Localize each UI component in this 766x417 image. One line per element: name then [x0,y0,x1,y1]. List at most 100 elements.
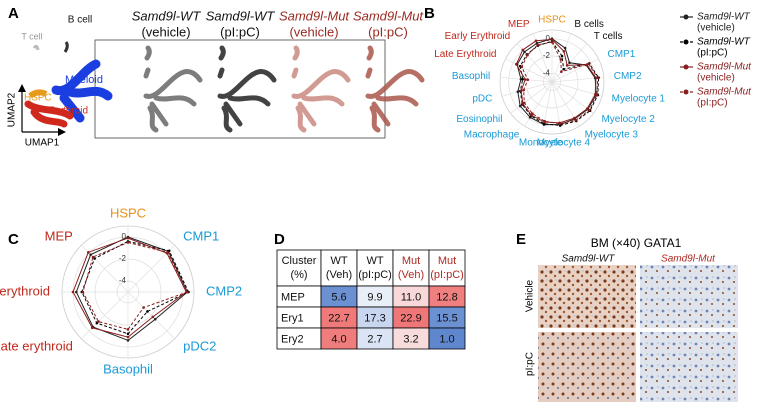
radar-point [519,89,523,93]
radar-point [588,108,591,112]
radar-point [559,58,563,61]
ihc-image [538,265,636,328]
radar-tick-label: 0 [546,34,551,43]
radar-point [87,251,90,254]
radar-category: Myelocyte 1 [612,94,666,105]
radar-category: HSPC [110,205,146,220]
table-header: WT [366,255,383,267]
radar-tick-label: -2 [119,254,127,263]
radar-point [558,122,562,126]
table-value: 22.7 [328,312,349,324]
axis-label: UMAP1 [25,138,60,149]
radar-category: Eosinophil [456,114,502,125]
cell-label: T cell [21,31,42,41]
radar-point [520,65,524,69]
legend-dot [683,14,689,20]
radar-point [562,49,566,53]
group-name: Samd9l-Mut [353,8,424,23]
table-header: WT [330,255,347,267]
legend-condition: (pI:pC) [697,98,728,109]
table-header: (pI:pC) [358,269,392,281]
legend-name: Samd9l-Mut [697,62,752,73]
radar-point [574,119,578,122]
table-value: 2.7 [367,333,382,345]
radar-point [75,290,78,294]
radar-category: pDC2 [183,339,216,354]
radar-point [126,328,130,331]
table-header: (Veh) [398,269,424,281]
radar-point [126,241,130,244]
table-value: 15.5 [436,312,457,324]
radar-point [186,290,189,294]
radar-grid [525,55,579,109]
panel-label: D [274,231,285,248]
radar-point [126,236,130,240]
radar-point [563,46,567,50]
radar-category: Late Erythroid [434,49,496,60]
legend-condition: (pI:pC) [697,48,728,59]
arrow-heads [18,84,66,136]
radar-category: Basophil [452,71,490,82]
table-header-cell [392,249,430,287]
panel-label: E [516,231,526,248]
umap-plot [291,45,351,133]
radar-category: CMP1 [608,49,636,60]
ihc-image [538,332,636,402]
table-header-cell [428,249,466,287]
radar-category: T cells [594,31,623,42]
radar-point [523,50,526,54]
table-value: Ery1 [281,312,304,324]
panel-label: B [424,5,435,22]
radar-tick-label: -2 [543,51,551,60]
radar-point [126,339,130,342]
radar-point [536,43,539,47]
legend-condition: (vehicle) [697,73,735,84]
radar-point [534,39,538,43]
table-value: 5.6 [331,291,346,303]
radar-point [565,64,569,67]
radar-point [560,54,564,58]
radar-grid [94,258,162,326]
radar-point [550,38,554,41]
radar-line [82,241,189,330]
group-condition: (vehicle) [141,24,190,39]
legend-name: Samd9l-Mut [697,87,752,98]
radar-point [89,253,92,256]
radar-category: HSPC [538,15,566,26]
column-label: Samd9l-WT [562,254,616,265]
legend-name: Samd9l-WT [697,37,751,48]
table-value: 4.0 [331,333,346,345]
radar-category: CMP2 [614,71,642,82]
radar-point [71,290,75,294]
radar-point [521,48,525,52]
legend-name: Samd9l-WT [697,12,751,23]
radar-point [568,61,571,65]
radar-tick-label: -4 [543,68,551,77]
radar-category: CMP2 [206,283,242,298]
table-header: Mut [438,255,456,267]
radar-category: MEP [508,19,530,30]
radar-point [146,310,149,313]
radar-tick-label: 0 [122,232,127,241]
cell-label: HSPC [24,93,52,104]
radar-category: Monocyte [519,138,563,149]
radar-point [515,62,518,66]
radar-category: B cells [574,19,603,30]
table-value: 12.8 [436,291,457,303]
radar-point [91,255,95,259]
radar-line [521,41,599,125]
ihc-title: BM (×40) GATA1 [591,236,682,250]
umap-plot [217,45,277,133]
radar-point [573,116,576,120]
radar-grid [116,280,140,304]
radar-point [126,335,130,339]
ihc-image [640,332,738,402]
radar-point [521,77,524,81]
table-header: (%) [290,269,307,281]
radar-point [585,107,589,110]
table-value: Ery2 [281,333,304,345]
radar-grid [542,72,562,92]
radar-point [523,78,527,81]
table-header-cell [356,249,394,287]
